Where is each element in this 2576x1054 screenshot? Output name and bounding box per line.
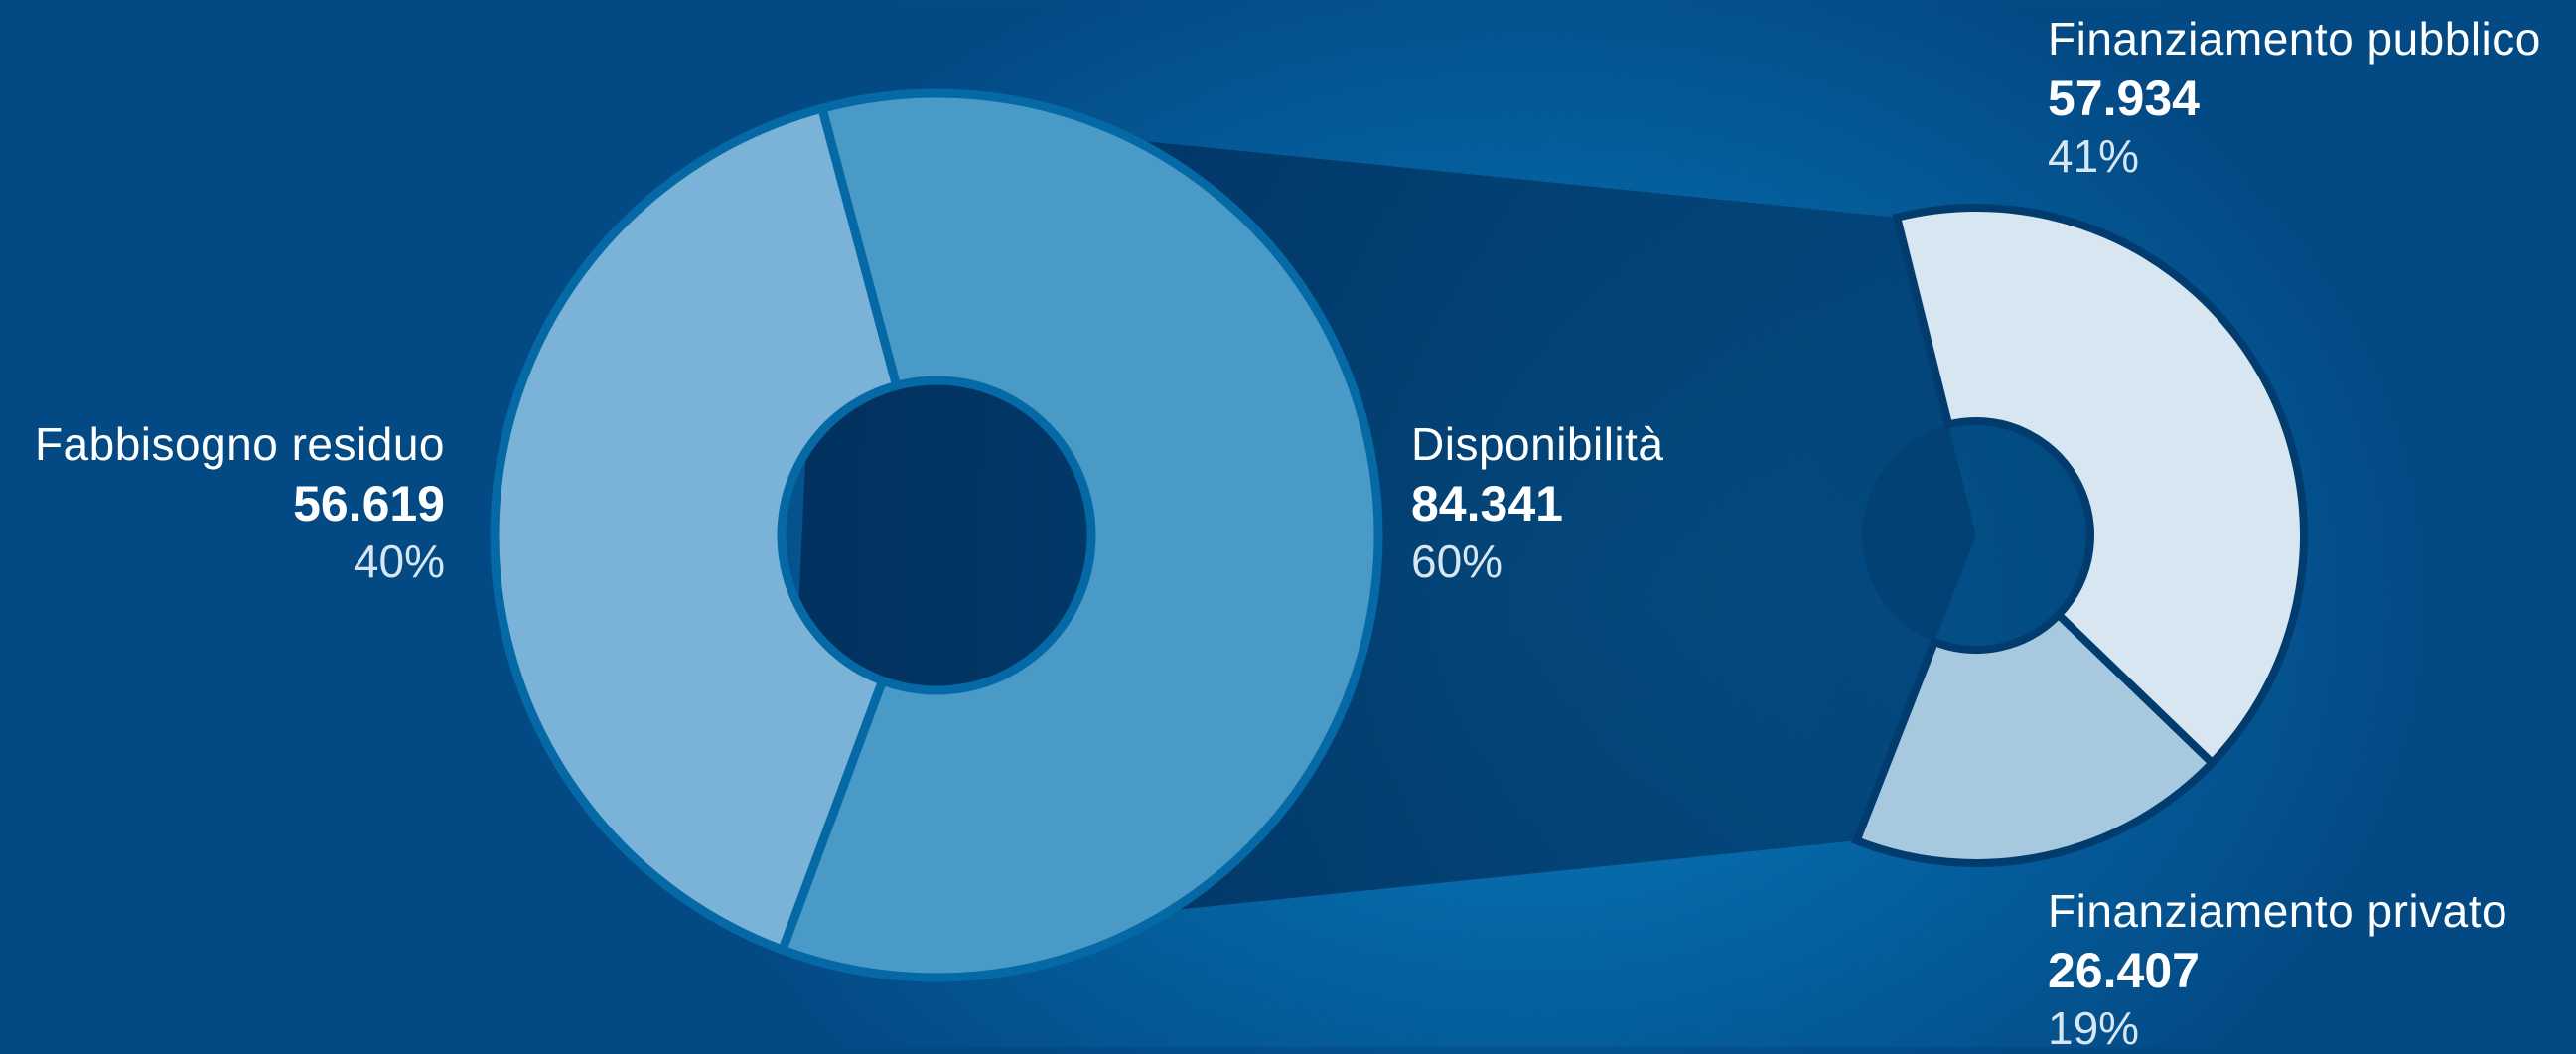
label-name: Fabbisogno residuo xyxy=(34,418,445,470)
slice-finanziamento-pubblico xyxy=(1892,204,2309,769)
slice-disponibilita xyxy=(777,88,1383,982)
label-name: Finanziamento privato xyxy=(2048,885,2508,937)
label-percent: 41% xyxy=(2048,130,2140,182)
label-value: 26.407 xyxy=(2048,943,2200,998)
label-percent: 40% xyxy=(353,535,445,587)
label-percent: 19% xyxy=(2048,1002,2140,1054)
slice-finanziamento-privato xyxy=(1851,609,2218,867)
label-finanziamento-pubblico: Finanziamento pubblico 57.934 41% xyxy=(2048,16,2541,179)
label-percent: 60% xyxy=(1411,535,1503,587)
detail-donut-chart xyxy=(1851,204,2309,867)
label-value: 57.934 xyxy=(2048,71,2200,126)
label-disponibilita: Disponibilità 84.341 60% xyxy=(1411,421,1664,584)
slice-fabbisogno-residuo xyxy=(490,102,903,956)
label-value: 56.619 xyxy=(293,476,445,531)
label-value: 84.341 xyxy=(1411,476,1563,531)
label-name: Disponibilità xyxy=(1411,418,1664,470)
label-fabbisogno-residuo: Fabbisogno residuo 56.619 40% xyxy=(35,421,445,584)
detail-shadow xyxy=(1862,421,2090,650)
label-name: Finanziamento pubblico xyxy=(2048,13,2541,65)
main-donut-chart xyxy=(490,88,1383,982)
label-finanziamento-privato: Finanziamento privato 26.407 19% xyxy=(2048,888,2507,1051)
